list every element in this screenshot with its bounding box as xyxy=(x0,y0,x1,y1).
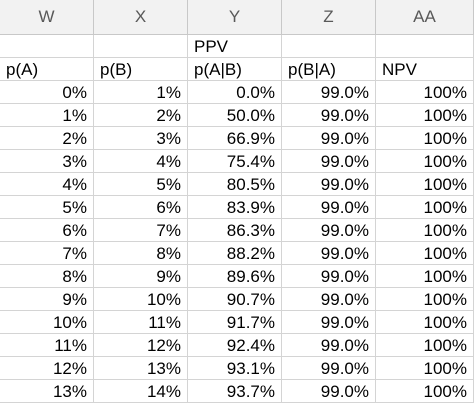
header-row1-cell[interactable] xyxy=(376,35,474,58)
data-cell[interactable]: 4% xyxy=(0,173,94,196)
data-cell[interactable]: 8% xyxy=(94,242,188,265)
data-cell[interactable]: 90.7% xyxy=(188,288,282,311)
header-label-cell[interactable]: p(A) xyxy=(0,58,94,81)
data-cell[interactable]: 99.0% xyxy=(282,81,376,104)
data-cell[interactable]: 86.3% xyxy=(188,219,282,242)
data-cell[interactable]: 100% xyxy=(376,288,474,311)
data-cell[interactable]: 8% xyxy=(0,265,94,288)
data-cell[interactable]: 66.9% xyxy=(188,127,282,150)
data-cell[interactable]: 13% xyxy=(0,380,94,403)
data-cell[interactable]: 99.0% xyxy=(282,380,376,403)
data-cell[interactable]: 10% xyxy=(94,288,188,311)
column-header-y[interactable]: Y xyxy=(188,0,282,35)
data-cell[interactable]: 6% xyxy=(94,196,188,219)
column-header-z[interactable]: Z xyxy=(282,0,376,35)
data-cell[interactable]: 1% xyxy=(94,81,188,104)
data-cell[interactable]: 2% xyxy=(94,104,188,127)
data-cell[interactable]: 100% xyxy=(376,150,474,173)
header-row1-cell[interactable] xyxy=(94,35,188,58)
data-cell[interactable]: 1% xyxy=(0,104,94,127)
data-cell[interactable]: 99.0% xyxy=(282,242,376,265)
header-row1-cell[interactable] xyxy=(0,35,94,58)
header-label-cell[interactable]: p(B|A) xyxy=(282,58,376,81)
data-cell[interactable]: 99.0% xyxy=(282,288,376,311)
data-cell[interactable]: 5% xyxy=(94,173,188,196)
column-header-x[interactable]: X xyxy=(94,0,188,35)
data-cell[interactable]: 99.0% xyxy=(282,265,376,288)
column-header-w[interactable]: W xyxy=(0,0,94,35)
data-cell[interactable]: 99.0% xyxy=(282,127,376,150)
data-cell[interactable]: 99.0% xyxy=(282,334,376,357)
data-cell[interactable]: 92.4% xyxy=(188,334,282,357)
data-cell[interactable]: 12% xyxy=(0,357,94,380)
data-cell[interactable]: 100% xyxy=(376,196,474,219)
data-cell[interactable]: 100% xyxy=(376,357,474,380)
data-cell[interactable]: 83.9% xyxy=(188,196,282,219)
data-cell[interactable]: 100% xyxy=(376,265,474,288)
data-cell[interactable]: 13% xyxy=(94,357,188,380)
data-cell[interactable]: 100% xyxy=(376,104,474,127)
data-cell[interactable]: 75.4% xyxy=(188,150,282,173)
data-cell[interactable]: 99.0% xyxy=(282,150,376,173)
data-cell[interactable]: 4% xyxy=(94,150,188,173)
column-header-aa[interactable]: AA xyxy=(376,0,474,35)
header-row1-cell[interactable] xyxy=(282,35,376,58)
data-cell[interactable]: 50.0% xyxy=(188,104,282,127)
data-cell[interactable]: 7% xyxy=(94,219,188,242)
data-cell[interactable]: 11% xyxy=(94,311,188,334)
data-cell[interactable]: 3% xyxy=(94,127,188,150)
data-cell[interactable]: 2% xyxy=(0,127,94,150)
data-cell[interactable]: 99.0% xyxy=(282,357,376,380)
data-cell[interactable]: 100% xyxy=(376,334,474,357)
data-cell[interactable]: 100% xyxy=(376,311,474,334)
data-cell[interactable]: 89.6% xyxy=(188,265,282,288)
header-label-cell[interactable]: p(A|B) xyxy=(188,58,282,81)
data-cell[interactable]: 3% xyxy=(0,150,94,173)
data-cell[interactable]: 10% xyxy=(0,311,94,334)
data-cell[interactable]: 93.7% xyxy=(188,380,282,403)
data-cell[interactable]: 5% xyxy=(0,196,94,219)
data-cell[interactable]: 88.2% xyxy=(188,242,282,265)
data-cell[interactable]: 14% xyxy=(94,380,188,403)
data-cell[interactable]: 100% xyxy=(376,380,474,403)
data-cell[interactable]: 9% xyxy=(0,288,94,311)
data-cell[interactable]: 7% xyxy=(0,242,94,265)
data-cell[interactable]: 93.1% xyxy=(188,357,282,380)
header-label-cell[interactable]: NPV xyxy=(376,58,474,81)
data-cell[interactable]: 100% xyxy=(376,219,474,242)
header-label-cell[interactable]: p(B) xyxy=(94,58,188,81)
data-cell[interactable]: 12% xyxy=(94,334,188,357)
data-cell[interactable]: 91.7% xyxy=(188,311,282,334)
data-cell[interactable]: 99.0% xyxy=(282,104,376,127)
data-cell[interactable]: 0% xyxy=(0,81,94,104)
header-row1-cell[interactable]: PPV xyxy=(188,35,282,58)
data-cell[interactable]: 100% xyxy=(376,242,474,265)
data-cell[interactable]: 9% xyxy=(94,265,188,288)
data-cell[interactable]: 100% xyxy=(376,127,474,150)
data-cell[interactable]: 100% xyxy=(376,173,474,196)
data-cell[interactable]: 99.0% xyxy=(282,173,376,196)
data-cell[interactable]: 99.0% xyxy=(282,196,376,219)
data-cell[interactable]: 11% xyxy=(0,334,94,357)
data-cell[interactable]: 6% xyxy=(0,219,94,242)
data-cell[interactable]: 0.0% xyxy=(188,81,282,104)
data-cell[interactable]: 99.0% xyxy=(282,311,376,334)
data-cell[interactable]: 99.0% xyxy=(282,219,376,242)
data-cell[interactable]: 100% xyxy=(376,81,474,104)
data-cell[interactable]: 80.5% xyxy=(188,173,282,196)
